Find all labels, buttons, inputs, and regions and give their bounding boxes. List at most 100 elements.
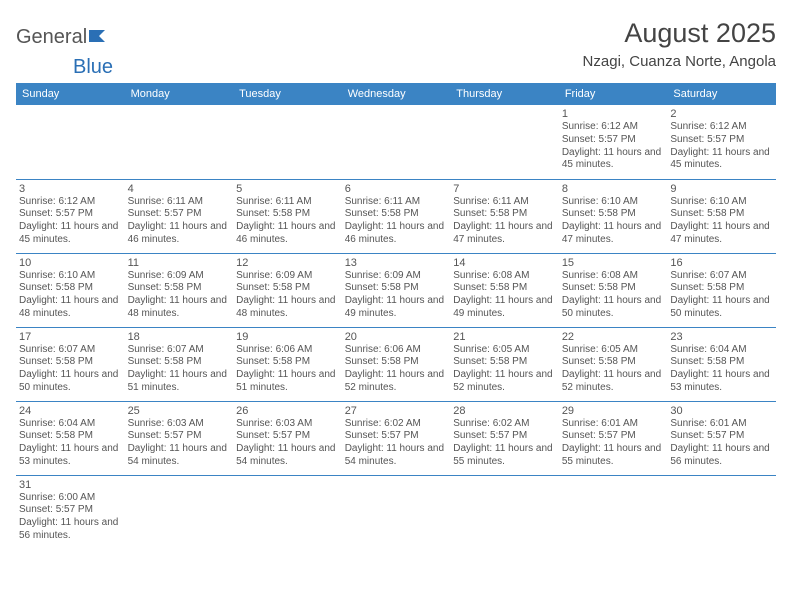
calendar-cell	[233, 105, 342, 179]
day-number: 17	[19, 331, 122, 343]
sunset-text: Sunset: 5:57 PM	[19, 504, 122, 517]
daylight-text: Daylight: 11 hours and 46 minutes.	[128, 221, 231, 247]
sunrise-text: Sunrise: 6:11 AM	[236, 196, 339, 209]
day-number: 2	[670, 108, 773, 120]
daylight-text: Daylight: 11 hours and 53 minutes.	[670, 369, 773, 395]
sunrise-text: Sunrise: 6:10 AM	[19, 270, 122, 283]
sunset-text: Sunset: 5:57 PM	[562, 134, 665, 147]
daylight-text: Daylight: 11 hours and 47 minutes.	[453, 221, 556, 247]
logo: General	[16, 26, 111, 49]
day-number: 13	[345, 257, 448, 269]
sunrise-text: Sunrise: 6:08 AM	[453, 270, 556, 283]
calendar-cell: 17Sunrise: 6:07 AMSunset: 5:58 PMDayligh…	[16, 327, 125, 401]
calendar-cell: 24Sunrise: 6:04 AMSunset: 5:58 PMDayligh…	[16, 401, 125, 475]
sunrise-text: Sunrise: 6:08 AM	[562, 270, 665, 283]
daylight-text: Daylight: 11 hours and 50 minutes.	[562, 295, 665, 321]
sunrise-text: Sunrise: 6:12 AM	[670, 121, 773, 134]
day-number: 24	[19, 405, 122, 417]
sunrise-text: Sunrise: 6:09 AM	[236, 270, 339, 283]
daylight-text: Daylight: 11 hours and 46 minutes.	[236, 221, 339, 247]
sunrise-text: Sunrise: 6:11 AM	[453, 196, 556, 209]
sunrise-text: Sunrise: 6:02 AM	[453, 418, 556, 431]
calendar-cell	[559, 475, 668, 549]
calendar-cell: 29Sunrise: 6:01 AMSunset: 5:57 PMDayligh…	[559, 401, 668, 475]
calendar-cell	[342, 475, 451, 549]
sunrise-text: Sunrise: 6:05 AM	[453, 344, 556, 357]
sunset-text: Sunset: 5:58 PM	[19, 356, 122, 369]
sunset-text: Sunset: 5:58 PM	[236, 208, 339, 221]
daylight-text: Daylight: 11 hours and 47 minutes.	[670, 221, 773, 247]
month-title: August 2025	[583, 18, 776, 49]
daylight-text: Daylight: 11 hours and 54 minutes.	[236, 443, 339, 469]
sunset-text: Sunset: 5:58 PM	[19, 282, 122, 295]
sunset-text: Sunset: 5:57 PM	[670, 430, 773, 443]
sunset-text: Sunset: 5:58 PM	[562, 208, 665, 221]
sunset-text: Sunset: 5:57 PM	[19, 208, 122, 221]
sunset-text: Sunset: 5:58 PM	[562, 356, 665, 369]
calendar-cell	[667, 475, 776, 549]
sunrise-text: Sunrise: 6:01 AM	[562, 418, 665, 431]
weekday-header: Friday	[559, 83, 668, 105]
day-number: 25	[128, 405, 231, 417]
sunset-text: Sunset: 5:58 PM	[670, 356, 773, 369]
calendar-row: 1Sunrise: 6:12 AMSunset: 5:57 PMDaylight…	[16, 105, 776, 179]
day-number: 11	[128, 257, 231, 269]
sunrise-text: Sunrise: 6:01 AM	[670, 418, 773, 431]
day-number: 19	[236, 331, 339, 343]
sunrise-text: Sunrise: 6:07 AM	[670, 270, 773, 283]
calendar-row: 3Sunrise: 6:12 AMSunset: 5:57 PMDaylight…	[16, 179, 776, 253]
sunrise-text: Sunrise: 6:05 AM	[562, 344, 665, 357]
calendar-cell: 23Sunrise: 6:04 AMSunset: 5:58 PMDayligh…	[667, 327, 776, 401]
calendar-cell: 14Sunrise: 6:08 AMSunset: 5:58 PMDayligh…	[450, 253, 559, 327]
day-number: 8	[562, 183, 665, 195]
sunrise-text: Sunrise: 6:12 AM	[19, 196, 122, 209]
sunset-text: Sunset: 5:58 PM	[236, 356, 339, 369]
sunset-text: Sunset: 5:58 PM	[562, 282, 665, 295]
sunset-text: Sunset: 5:57 PM	[670, 134, 773, 147]
calendar-cell: 30Sunrise: 6:01 AMSunset: 5:57 PMDayligh…	[667, 401, 776, 475]
daylight-text: Daylight: 11 hours and 50 minutes.	[670, 295, 773, 321]
calendar-cell: 1Sunrise: 6:12 AMSunset: 5:57 PMDaylight…	[559, 105, 668, 179]
sunset-text: Sunset: 5:58 PM	[345, 356, 448, 369]
sunrise-text: Sunrise: 6:09 AM	[345, 270, 448, 283]
sunrise-text: Sunrise: 6:10 AM	[562, 196, 665, 209]
calendar-cell: 21Sunrise: 6:05 AMSunset: 5:58 PMDayligh…	[450, 327, 559, 401]
daylight-text: Daylight: 11 hours and 49 minutes.	[453, 295, 556, 321]
sunrise-text: Sunrise: 6:02 AM	[345, 418, 448, 431]
weekday-header: Sunday	[16, 83, 125, 105]
day-number: 12	[236, 257, 339, 269]
sunrise-text: Sunrise: 6:00 AM	[19, 492, 122, 505]
sunset-text: Sunset: 5:57 PM	[128, 208, 231, 221]
sunset-text: Sunset: 5:58 PM	[19, 430, 122, 443]
day-number: 9	[670, 183, 773, 195]
calendar-cell: 8Sunrise: 6:10 AMSunset: 5:58 PMDaylight…	[559, 179, 668, 253]
daylight-text: Daylight: 11 hours and 45 minutes.	[670, 147, 773, 173]
weekday-header: Saturday	[667, 83, 776, 105]
sunrise-text: Sunrise: 6:07 AM	[128, 344, 231, 357]
calendar-cell: 4Sunrise: 6:11 AMSunset: 5:57 PMDaylight…	[125, 179, 234, 253]
daylight-text: Daylight: 11 hours and 55 minutes.	[562, 443, 665, 469]
calendar-cell: 15Sunrise: 6:08 AMSunset: 5:58 PMDayligh…	[559, 253, 668, 327]
calendar-cell: 18Sunrise: 6:07 AMSunset: 5:58 PMDayligh…	[125, 327, 234, 401]
calendar-cell	[233, 475, 342, 549]
day-number: 18	[128, 331, 231, 343]
calendar-cell: 7Sunrise: 6:11 AMSunset: 5:58 PMDaylight…	[450, 179, 559, 253]
daylight-text: Daylight: 11 hours and 49 minutes.	[345, 295, 448, 321]
daylight-text: Daylight: 11 hours and 51 minutes.	[128, 369, 231, 395]
sunset-text: Sunset: 5:58 PM	[236, 282, 339, 295]
day-number: 21	[453, 331, 556, 343]
day-number: 14	[453, 257, 556, 269]
flag-icon	[89, 28, 111, 47]
day-number: 22	[562, 331, 665, 343]
logo-text-general: General	[16, 26, 87, 49]
sunset-text: Sunset: 5:58 PM	[670, 208, 773, 221]
sunset-text: Sunset: 5:58 PM	[128, 356, 231, 369]
sunrise-text: Sunrise: 6:06 AM	[345, 344, 448, 357]
sunset-text: Sunset: 5:57 PM	[128, 430, 231, 443]
weekday-header: Thursday	[450, 83, 559, 105]
daylight-text: Daylight: 11 hours and 52 minutes.	[562, 369, 665, 395]
daylight-text: Daylight: 11 hours and 51 minutes.	[236, 369, 339, 395]
daylight-text: Daylight: 11 hours and 54 minutes.	[128, 443, 231, 469]
day-number: 28	[453, 405, 556, 417]
daylight-text: Daylight: 11 hours and 46 minutes.	[345, 221, 448, 247]
